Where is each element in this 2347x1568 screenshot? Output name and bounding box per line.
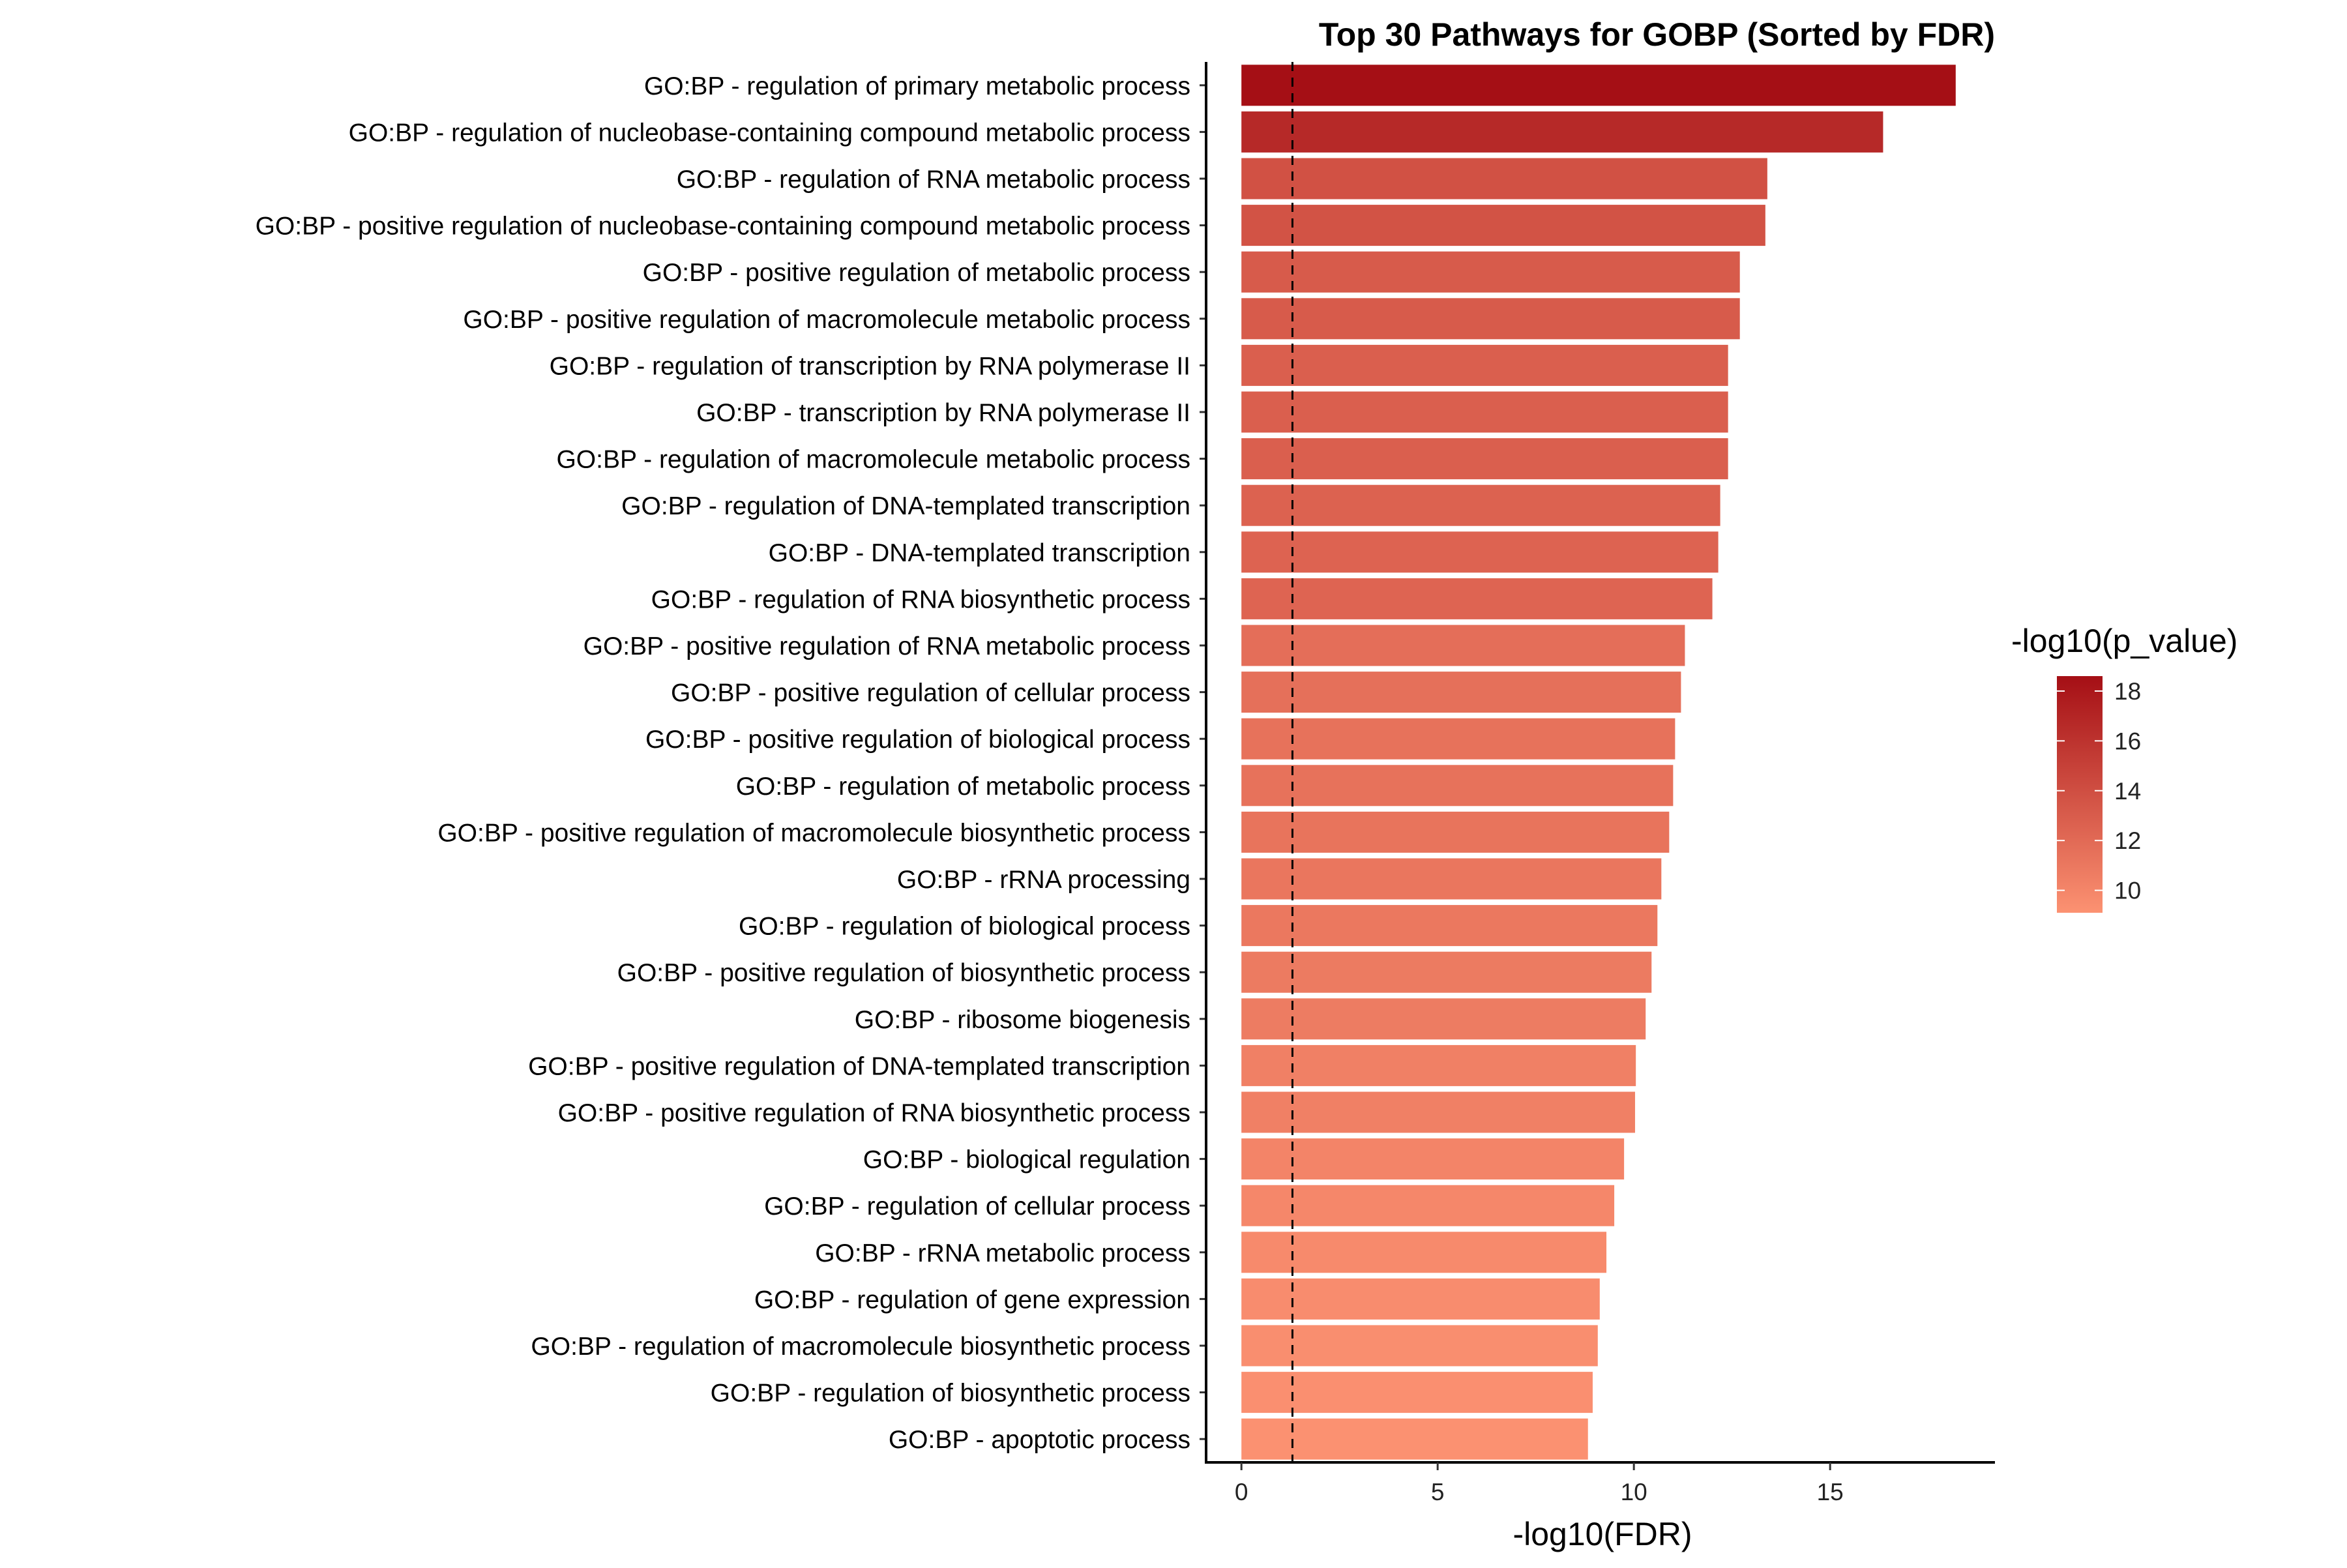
category-label: GO:BP - positive regulation of cellular … [671,679,1190,707]
category-label: GO:BP - rRNA metabolic process [815,1239,1190,1267]
category-label: GO:BP - biological regulation [863,1146,1190,1174]
category-label: GO:BP - positive regulation of biologica… [645,726,1190,754]
x-tick-label: 5 [1431,1479,1445,1505]
x-axis-ticks: 0 5 10 15 [1235,1462,1844,1505]
legend-tick-label: 18 [2114,678,2141,705]
bar [1241,1232,1607,1273]
category-label: GO:BP - apoptotic process [889,1426,1190,1454]
category-label: GO:BP - positive regulation of macromole… [437,819,1190,847]
category-label: GO:BP - ribosome biogenesis [855,1006,1190,1034]
bar [1241,205,1765,246]
category-label: GO:BP - positive regulation of DNA-templ… [528,1052,1190,1080]
bar [1241,344,1728,386]
bar [1241,1138,1625,1180]
bars-group [1241,65,1956,1460]
bar [1241,1185,1615,1226]
bar [1241,998,1646,1040]
bar [1241,158,1767,200]
category-label: GO:BP - regulation of primary metabolic … [644,72,1190,100]
bar [1241,1372,1593,1413]
bar [1241,765,1674,806]
category-label: GO:BP - regulation of transcription by R… [550,352,1190,380]
legend-tick-label: 12 [2114,827,2141,854]
category-label: GO:BP - positive regulation of nucleobas… [256,213,1190,241]
category-label: GO:BP - DNA-templated transcription [769,539,1190,567]
chart-title: Top 30 Pathways for GOBP (Sorted by FDR) [1319,16,1995,53]
legend-tick-label: 10 [2114,878,2141,904]
category-label: GO:BP - regulation of RNA metabolic proc… [677,166,1190,194]
category-label: GO:BP - positive regulation of metabolic… [643,259,1190,287]
legend-tick-label: 16 [2114,728,2141,754]
bar [1241,1418,1588,1460]
category-label: GO:BP - positive regulation of macromole… [463,306,1190,334]
category-label: GO:BP - regulation of biological process [739,913,1190,941]
category-label: GO:BP - rRNA processing [897,866,1190,894]
category-label: GO:BP - regulation of macromolecule meta… [556,446,1190,474]
bar [1241,111,1883,153]
legend-tick-label: 14 [2114,778,2141,805]
bar [1241,438,1728,480]
category-label: GO:BP - positive regulation of biosynthe… [617,959,1190,987]
bar [1241,298,1740,340]
bar [1241,391,1728,433]
legend-ticks: 10 12 14 16 18 [2057,678,2141,904]
x-axis-title: -log10(FDR) [1513,1516,1692,1552]
bar [1241,251,1740,293]
bar [1241,951,1652,993]
category-label: GO:BP - regulation of nucleobase-contain… [349,119,1190,147]
bar [1241,718,1675,760]
category-label: GO:BP - regulation of metabolic process [736,773,1190,801]
category-label: GO:BP - positive regulation of RNA metab… [583,632,1190,660]
bar [1241,672,1681,713]
color-legend: -log10(p_value) 10 12 14 16 18 [2011,623,2237,913]
bar [1241,905,1658,947]
category-label: GO:BP - positive regulation of RNA biosy… [558,1099,1190,1127]
x-tick-label: 0 [1235,1479,1248,1505]
bar [1241,625,1685,666]
category-label: GO:BP - regulation of DNA-templated tran… [621,492,1190,520]
bar [1241,484,1720,526]
bar [1241,65,1956,106]
x-tick-label: 10 [1621,1479,1647,1505]
category-labels-group: GO:BP - regulation of primary metabolic … [256,72,1206,1454]
bar [1241,858,1662,900]
bar [1241,811,1670,853]
bar [1241,531,1719,573]
bar [1241,1044,1636,1086]
x-tick-label: 15 [1817,1479,1844,1505]
bar [1241,1091,1635,1133]
bar [1241,1325,1598,1367]
category-label: GO:BP - regulation of macromolecule bios… [531,1333,1190,1361]
bar [1241,1278,1600,1320]
category-label: GO:BP - regulation of RNA biosynthetic p… [651,585,1190,614]
category-label: GO:BP - regulation of cellular process [764,1192,1190,1220]
bar [1241,578,1713,619]
category-label: GO:BP - regulation of biosynthetic proce… [711,1380,1190,1408]
category-label: GO:BP - regulation of gene expression [754,1286,1190,1314]
legend-title: -log10(p_value) [2011,623,2237,659]
category-label: GO:BP - transcription by RNA polymerase … [696,399,1190,427]
legend-colorbar [2057,676,2103,913]
